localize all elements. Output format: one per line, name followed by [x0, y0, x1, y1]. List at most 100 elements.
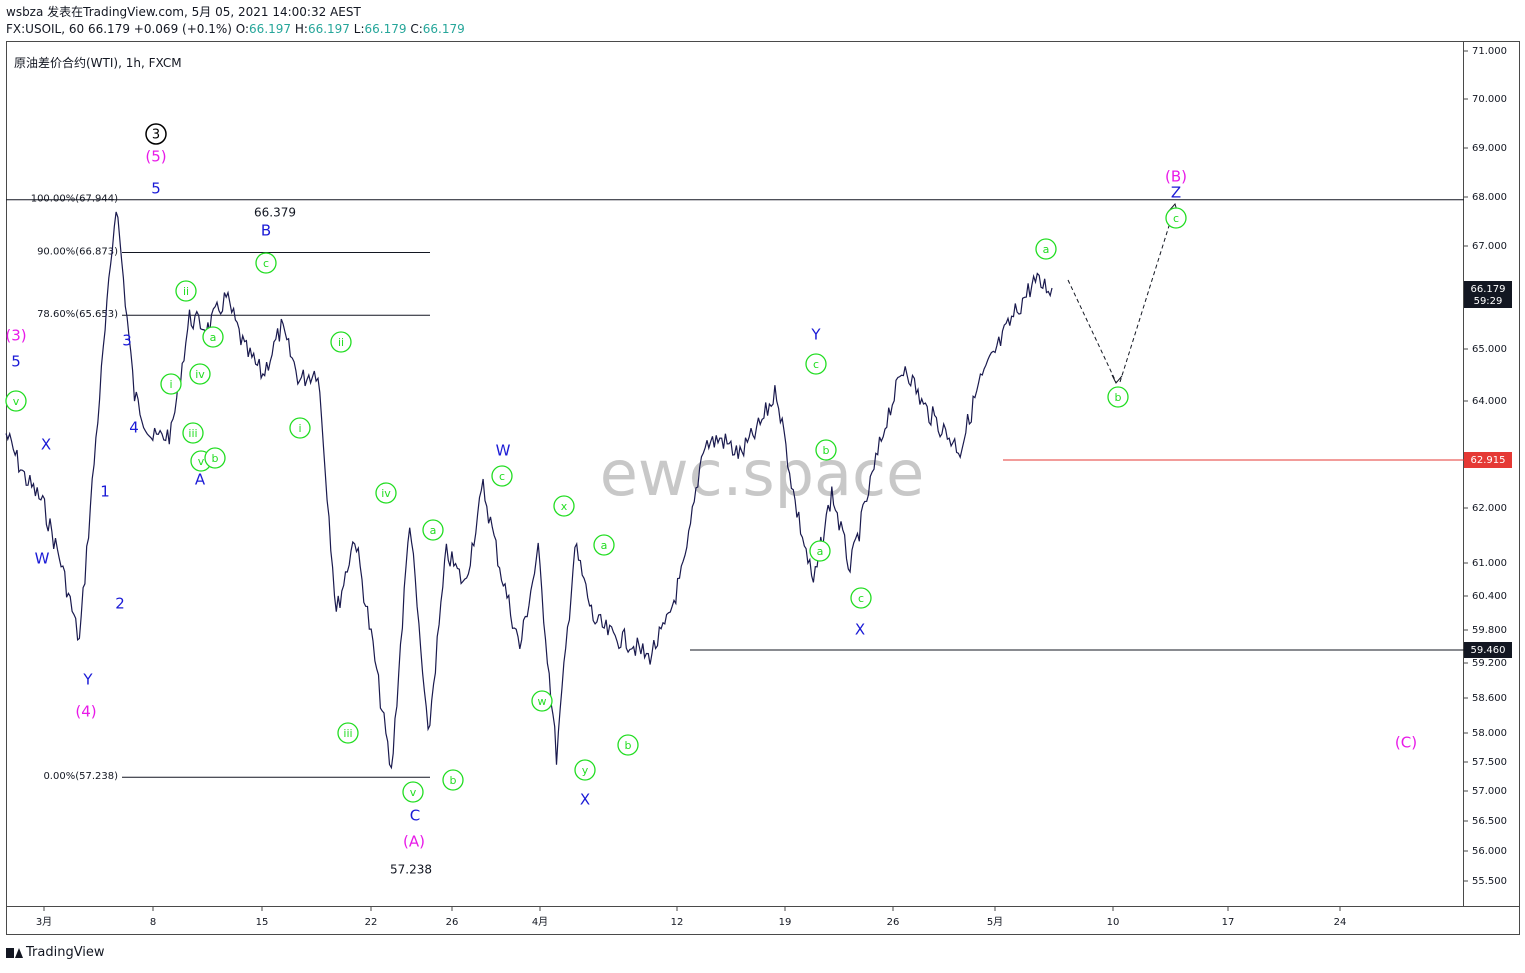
circled-wave-green-icon [531, 690, 553, 712]
publish-info: wsbza 发表在TradingView.com, 5月 05, 2021 14… [6, 5, 361, 19]
wave-label-green: a [210, 331, 217, 344]
wave-label-blue: Z [1171, 184, 1181, 202]
y-tick-label: 57.500 [1472, 757, 1507, 768]
wave-label-green: c [263, 257, 269, 270]
x-tick-label: 19 [779, 917, 792, 928]
chart-header: wsbza 发表在TradingView.com, 5月 05, 2021 14… [6, 4, 465, 38]
last-price-badge: 66.179 [1471, 284, 1506, 295]
wave-label-magenta: (3) [5, 327, 26, 345]
circled-wave-green-icon [617, 734, 639, 756]
y-tick-label: 57.000 [1472, 786, 1507, 797]
countdown-badge: 59:29 [1474, 296, 1503, 307]
projection-arrow-up [1119, 209, 1175, 383]
circled-wave-green-icon [375, 482, 397, 504]
wave-label-blue: 5 [11, 353, 21, 371]
circled-wave-green-icon [1107, 386, 1129, 408]
circled-wave-green-icon [1165, 207, 1187, 229]
y-tick-label: 59.800 [1472, 625, 1507, 636]
y-tick-label: 56.500 [1472, 816, 1507, 827]
wave-label-blue: W [35, 550, 50, 568]
circled-wave-3-icon [145, 123, 167, 145]
footer: TradingView [6, 945, 105, 960]
wave-label-green: b [823, 444, 830, 457]
wave-label-green: ii [183, 285, 189, 298]
circled-wave-green-icon [402, 781, 424, 803]
wave-label-magenta: (B) [1165, 168, 1187, 186]
y-tick-label: 58.000 [1472, 728, 1507, 739]
x-tick-label: 5月 [987, 916, 1003, 928]
wave-label-green: v [198, 455, 205, 468]
change-value: +0.069 (+0.1%) [133, 22, 232, 36]
wave-label-green: ii [338, 336, 344, 349]
close-label: C: [410, 22, 423, 36]
watermark: ewc.space [600, 437, 925, 510]
y-tick-label: 65.000 [1472, 344, 1507, 355]
time-axis[interactable] [6, 907, 1520, 935]
wave-label-blue: X [580, 791, 590, 809]
x-tick-label: 3月 [36, 916, 52, 928]
y-tick-label: 60.400 [1472, 591, 1507, 602]
high-label: H: [294, 22, 308, 36]
circled-wave-green-icon [553, 495, 575, 517]
red-level-badge-bg [1464, 452, 1512, 468]
x-tick-label: 15 [256, 917, 269, 928]
wave-label-green: a [1043, 243, 1050, 256]
symbol-label[interactable]: FX:USOIL, 60 [6, 22, 85, 36]
wave-label-green: iv [195, 368, 205, 381]
open-label: O: [235, 22, 250, 36]
y-tick-label: 71.000 [1472, 46, 1507, 57]
wave-label-green: w [538, 695, 547, 708]
price-label-low: 57.238 [390, 863, 432, 877]
black-level-badge: 59.460 [1471, 645, 1506, 656]
series-legend[interactable]: 原油差价合约(WTI), 1h, FXCM [14, 56, 182, 70]
fib-label: 100.00%(67.944) [31, 194, 118, 205]
wave-label-green: i [298, 422, 301, 435]
projection-arrow-down [1067, 279, 1117, 383]
circled-wave-green-icon [204, 447, 226, 469]
y-tick-label: 69.000 [1472, 143, 1507, 154]
circled-wave-green-icon [850, 587, 872, 609]
plot-area[interactable] [6, 41, 1464, 907]
wave-label-blue: 2 [115, 595, 125, 613]
circled-wave-green-icon [175, 280, 197, 302]
x-tick-label: 26 [887, 917, 900, 928]
wave-label-blue: B [261, 222, 271, 240]
wave-label-green: v [13, 395, 20, 408]
wave-label-green: b [212, 452, 219, 465]
circled-wave-green-icon [574, 759, 596, 781]
wave-label-green: v [410, 786, 417, 799]
wave-label-blue: X [855, 621, 865, 639]
brand-name[interactable]: TradingView [26, 945, 105, 960]
wave-label-blue: C [410, 807, 420, 825]
red-level-badge: 62.915 [1471, 455, 1506, 466]
wave-label-magenta: (4) [75, 703, 96, 721]
y-tick-label: 55.500 [1472, 876, 1507, 887]
wave-label-green: c [858, 592, 864, 605]
y-tick-label: 67.000 [1472, 241, 1507, 252]
wave-label-green: b [450, 774, 457, 787]
y-tick-label: 61.000 [1472, 558, 1507, 569]
x-tick-label: 8 [150, 917, 156, 928]
circled-wave-green-icon [593, 534, 615, 556]
y-tick-label: 58.600 [1472, 693, 1507, 704]
wave-label-green: y [582, 764, 589, 777]
low-value: 66.179 [364, 22, 407, 36]
wave-label-green: iv [381, 487, 391, 500]
wave-label-green: x [561, 500, 568, 513]
wave-label-blue: Y [82, 671, 93, 689]
price-axis[interactable] [1464, 41, 1520, 907]
wave-label-green: iii [188, 427, 197, 440]
x-tick-label: 12 [671, 917, 684, 928]
x-tick-label: 24 [1334, 917, 1347, 928]
circled-wave-green-icon [182, 422, 204, 444]
circled-wave-green-icon [330, 331, 352, 353]
wave-label-green: b [625, 739, 632, 752]
x-tick-label: 17 [1222, 917, 1235, 928]
circled-wave-green-icon [442, 769, 464, 791]
wave-label-magenta: (C) [1395, 734, 1417, 752]
fib-label: 78.60%(65.653) [37, 309, 118, 320]
wave-label-blue: A [195, 471, 206, 489]
circled-wave-green-icon [422, 519, 444, 541]
x-tick-label: 22 [365, 917, 378, 928]
